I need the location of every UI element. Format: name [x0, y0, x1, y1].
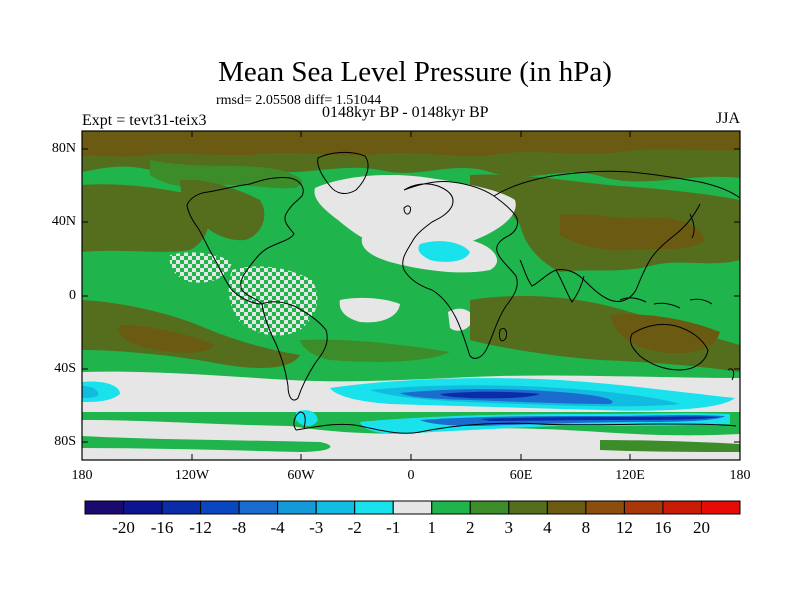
colorbar-swatch [662, 500, 702, 515]
coast-greenland [317, 151, 369, 194]
coast-north-america [186, 177, 304, 305]
coast-antarctic-peninsula [293, 411, 306, 431]
colorbar-swatch [238, 500, 279, 515]
colorbar-label: -8 [232, 518, 247, 537]
colorbar-label: -3 [309, 518, 324, 537]
colorbar-swatch [700, 500, 741, 515]
lat-label-80s: 80S [54, 434, 76, 449]
colorbar-label: 20 [693, 518, 710, 537]
field-spac-brown [82, 300, 300, 368]
pressure-field [82, 131, 740, 460]
coast-madagascar [499, 327, 507, 342]
colorbar-label: 2 [466, 518, 475, 537]
field-namerica [180, 179, 265, 241]
colorbar-swatch [123, 500, 163, 515]
coast-japan [689, 213, 695, 239]
field-eurasia-dark [560, 214, 705, 251]
field-pac-cyan2 [82, 386, 99, 398]
field-satl-white [339, 297, 400, 323]
colorbar-label: 12 [615, 518, 633, 537]
coastlines [186, 151, 740, 434]
lat-label-40s: 40S [54, 361, 76, 376]
lat-label-0: 0 [69, 288, 76, 303]
season-label: JJA [716, 110, 741, 127]
coast-antarctica [295, 422, 737, 434]
lat-label-80n: 80N [51, 141, 76, 156]
lon-label-0: 0 [407, 468, 415, 483]
colorbar-swatch [469, 500, 510, 515]
colorbar-swatch [277, 500, 317, 515]
colorbar-swatch [315, 500, 356, 515]
colorbar-swatch [431, 500, 471, 515]
colorbar-label: -20 [112, 518, 135, 537]
coast-asia [493, 170, 740, 303]
coast-indonesia [619, 297, 713, 309]
field-npacific [82, 184, 209, 252]
field-atlantic-high [314, 175, 516, 252]
coast-south-america [261, 301, 328, 401]
colorbar-swatch [84, 500, 125, 515]
colorbar-swatch [354, 500, 394, 515]
colorbar-label: 8 [581, 518, 591, 537]
lon-label-180e: 180 [729, 468, 751, 483]
field-spac-dark [118, 325, 215, 353]
colorbar [84, 500, 741, 515]
colorbar-label: 3 [504, 518, 514, 537]
colorbar-label: -2 [347, 518, 362, 537]
field-npac-high [169, 252, 232, 283]
colorbar-swatch [623, 500, 664, 515]
colorbar-swatch [508, 500, 548, 515]
colorbar-swatch [392, 500, 433, 515]
colorbar-label: -16 [150, 518, 174, 537]
colorbar-swatch [200, 500, 240, 515]
field-coast-darkblue [480, 416, 720, 421]
coast-india [555, 269, 585, 303]
field-sahara-low [418, 241, 470, 262]
colorbar-label: -1 [386, 518, 401, 537]
field-so-darkblue [440, 391, 540, 399]
lon-label-60w: 60W [287, 468, 315, 483]
colorbar-label: 4 [543, 518, 552, 537]
coast-europe-africa [402, 181, 519, 359]
colorbar-label: 16 [654, 518, 672, 537]
coast-nz [727, 368, 735, 381]
colorbar-label: -4 [270, 518, 285, 537]
field-satl-olive [300, 339, 450, 362]
colorbar-swatch [585, 500, 625, 515]
field-arctic-dark [82, 131, 740, 157]
field-weddell-cyan [296, 410, 318, 426]
map-ticks [81, 131, 741, 460]
field-antarctic-green2 [82, 436, 331, 452]
field-bottom-olive [600, 440, 740, 452]
stats-text: rmsd= 2.05508 diff= 1.51044 [216, 93, 382, 108]
coast-uk [403, 205, 411, 215]
lon-label-60e: 60E [509, 468, 533, 483]
colorbar-swatch [546, 500, 587, 515]
lon-label-120w: 120W [174, 468, 210, 483]
map-title: Mean Sea Level Pressure (in hPa) [218, 56, 612, 88]
colorbar-swatch [161, 500, 202, 515]
colorbar-label: -12 [189, 518, 212, 537]
colorbar-label: 1 [427, 518, 437, 537]
lat-label-40n: 40N [51, 214, 76, 229]
period-label: 0148kyr BP - 0148kyr BP [322, 104, 489, 121]
experiment-label: Expt = tevt31-teix3 [82, 112, 207, 129]
lon-label-120e: 120E [615, 468, 645, 483]
field-spac-hatch [228, 266, 318, 336]
lon-label-180w: 180 [71, 468, 93, 483]
coast-australia [629, 323, 709, 371]
field-aus-brown [610, 314, 720, 354]
